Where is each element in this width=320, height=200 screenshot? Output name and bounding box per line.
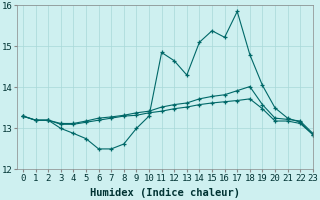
X-axis label: Humidex (Indice chaleur): Humidex (Indice chaleur) [90, 188, 240, 198]
